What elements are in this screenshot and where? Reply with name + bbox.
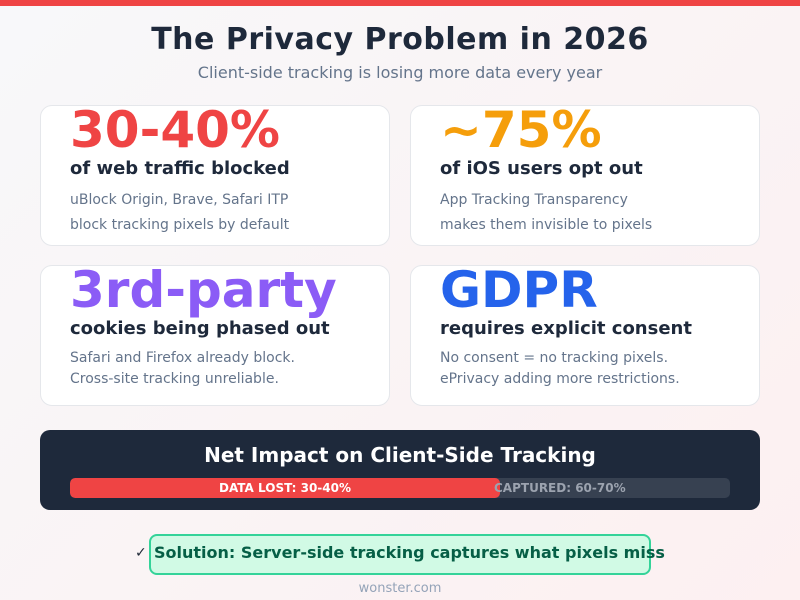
impact-progress-bar: DATA LOST: 30-40% CAPTURED: 60-70%	[70, 478, 730, 498]
description-line: No consent = no tracking pixels.	[440, 350, 669, 366]
stat-heading: requires explicit consent	[440, 318, 692, 339]
description-line: makes them invisible to pixels	[440, 217, 653, 233]
captured-label: CAPTURED: 60-70%	[494, 481, 626, 495]
stat-card-gdpr: GDPR requires explicit consent No consen…	[410, 265, 760, 406]
stat-value: GDPR	[440, 265, 598, 319]
top-accent-bar	[0, 0, 800, 6]
stat-heading: of iOS users opt out	[440, 158, 643, 179]
stat-card-cookies: 3rd-party cookies being phased out Safar…	[40, 265, 390, 406]
stat-value: 30-40%	[70, 105, 281, 159]
stat-card-ios: ~75% of iOS users opt out App Tracking T…	[410, 105, 760, 246]
impact-panel: Net Impact on Client-Side Tracking DATA …	[40, 430, 760, 510]
footer-site: wonster.com	[358, 581, 442, 596]
description-line: ePrivacy adding more restrictions.	[440, 371, 680, 387]
stat-value: 3rd-party	[70, 265, 337, 319]
solution-callout	[149, 534, 651, 575]
solution-text: Solution: Server-side tracking captures …	[154, 543, 665, 562]
stat-description: No consent = no tracking pixels. ePrivac…	[440, 348, 680, 390]
check-icon: ✓	[135, 545, 147, 561]
stat-card-web-traffic: 30-40% of web traffic blocked uBlock Ori…	[40, 105, 390, 246]
impact-title: Net Impact on Client-Side Tracking	[204, 443, 596, 467]
stat-description: Safari and Firefox already block. Cross-…	[70, 348, 295, 390]
description-line: Cross-site tracking unreliable.	[70, 371, 279, 387]
stat-heading: of web traffic blocked	[70, 158, 290, 179]
stat-heading: cookies being phased out	[70, 318, 330, 339]
data-lost-label: DATA LOST: 30-40%	[218, 481, 351, 495]
description-line: App Tracking Transparency	[440, 192, 628, 208]
description-line: block tracking pixels by default	[70, 217, 290, 233]
data-lost-segment	[70, 478, 500, 498]
description-line: Safari and Firefox already block.	[70, 350, 295, 366]
stat-value: ~75%	[440, 105, 602, 159]
stat-description: App Tracking Transparency makes them inv…	[440, 188, 652, 238]
page-title: The Privacy Problem in 2026	[151, 22, 649, 57]
description-line: uBlock Origin, Brave, Safari ITP	[70, 192, 289, 208]
page-subtitle: Client-side tracking is losing more data…	[197, 63, 603, 82]
stat-description: uBlock Origin, Brave, Safari ITP block t…	[70, 188, 289, 238]
